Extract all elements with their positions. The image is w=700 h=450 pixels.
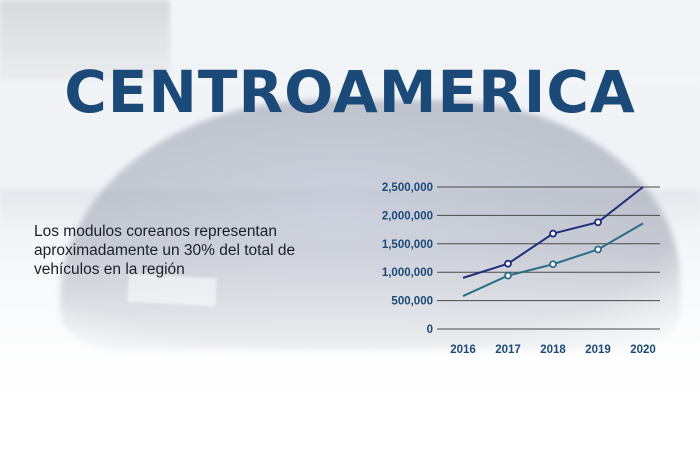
y-tick-label: 1,500,000 [382, 239, 433, 251]
y-tick-label: 2,000,000 [382, 210, 433, 222]
data-point [504, 271, 512, 280]
y-tick-label: 2,500,000 [382, 182, 433, 194]
data-point [594, 245, 602, 254]
x-tick-label: 2016 [450, 344, 476, 356]
caption-text: Los modulos coreanos representan aproxim… [34, 223, 296, 278]
data-point [594, 218, 602, 227]
x-tick-label: 2018 [540, 344, 566, 356]
x-tick-label: 2017 [495, 344, 521, 356]
x-tick-label: 2019 [585, 344, 611, 356]
y-tick-label: 500,000 [391, 296, 433, 308]
data-point [549, 260, 557, 269]
line-chart: 0 500,000 1,000,000 1,500,000 2,000,000 2,500… [382, 182, 660, 356]
data-point [504, 259, 512, 268]
y-tick-label: 0 [427, 324, 433, 336]
page-title: CENTROAMERICA [64, 58, 636, 126]
y-tick-label: 1,000,000 [382, 267, 433, 279]
x-tick-label: 2020 [630, 344, 656, 356]
data-point [549, 229, 557, 238]
